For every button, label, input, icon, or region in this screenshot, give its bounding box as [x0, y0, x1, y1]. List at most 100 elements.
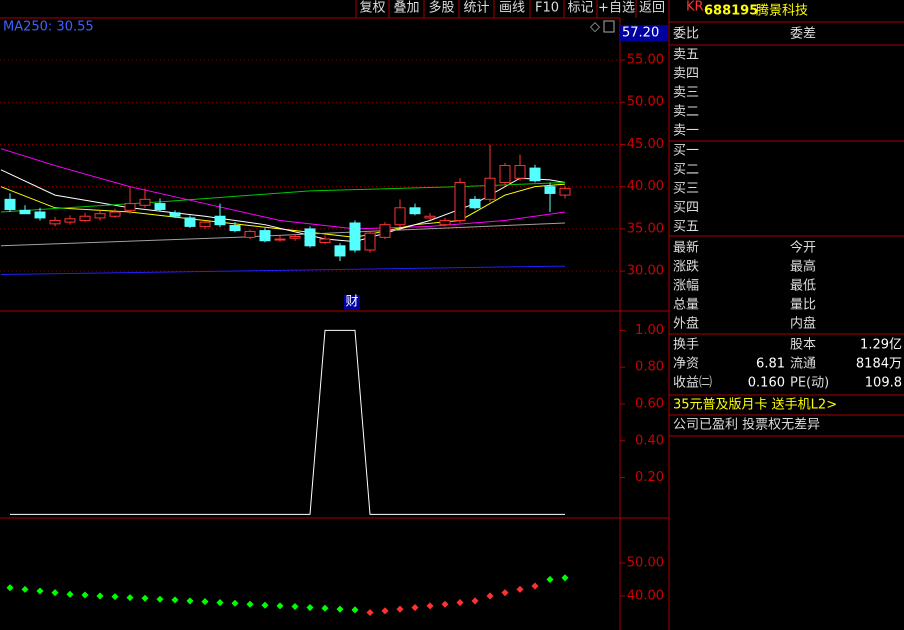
- side-text: 涨跌: [673, 259, 699, 275]
- side-text: 卖五: [673, 48, 699, 63]
- signal-dot: [96, 592, 104, 600]
- side-text: 0.160: [748, 376, 785, 391]
- candle-body: [304, 228, 316, 247]
- signal-dot: [81, 591, 89, 599]
- candle-body: [124, 203, 136, 211]
- candle-body: [514, 165, 526, 179]
- signal-dot: [141, 594, 149, 602]
- icon[interactable]: [603, 20, 615, 33]
- side-text: 卖三: [673, 86, 699, 101]
- candle-body: [424, 215, 436, 219]
- candle-body: [274, 238, 286, 241]
- signal-dot: [486, 592, 494, 600]
- signal-dot: [36, 587, 44, 595]
- y-tick-label: 0.20: [635, 470, 664, 485]
- signal-dot: [201, 598, 209, 606]
- y-tick-label: 55.00: [627, 52, 664, 67]
- candle-body: [139, 198, 151, 206]
- y-tick-label: 0.80: [635, 360, 664, 375]
- toolbar-button[interactable]: 多股: [428, 0, 454, 16]
- side-text: 卖二: [673, 105, 699, 120]
- candle-body: [34, 211, 46, 219]
- side-text: 1.29亿: [860, 338, 902, 353]
- signal-dot: [231, 599, 239, 607]
- stock-code: 688195: [704, 4, 758, 19]
- y-tick-label: 40.00: [627, 588, 664, 603]
- side-text: 8184万: [856, 357, 902, 372]
- side-text: 最低: [790, 279, 816, 294]
- signal-dot: [186, 597, 194, 605]
- side-text: 公司已盈利 投票权无差异: [673, 417, 820, 433]
- candle-body: [49, 219, 61, 225]
- candle-body: [334, 245, 346, 257]
- signal-dot: [66, 590, 74, 598]
- side-text: 净资: [673, 357, 699, 372]
- signal-dot: [456, 599, 464, 607]
- price-marker-bg: [620, 25, 668, 41]
- candle-body: [364, 232, 376, 251]
- signal-dot: [516, 585, 524, 593]
- signal-dot: [126, 594, 134, 602]
- side-text: 买一: [673, 144, 699, 159]
- side-text: 今开: [790, 240, 816, 256]
- side-text: 涨幅: [673, 279, 699, 294]
- stock-name: 腾景科技: [756, 3, 808, 19]
- y-tick-label: 0.40: [635, 433, 664, 448]
- signal-dot: [501, 589, 509, 597]
- candle-body: [394, 207, 406, 226]
- signal-dot: [261, 601, 269, 609]
- candle-body: [379, 224, 391, 238]
- toolbar-button[interactable]: 叠加: [393, 1, 419, 16]
- signal-dot: [531, 582, 539, 590]
- candle-body: [184, 217, 196, 227]
- icon[interactable]: ◇: [590, 20, 600, 35]
- toolbar-button[interactable]: F10: [535, 1, 559, 16]
- signal-dot: [6, 584, 14, 592]
- side-text: 买三: [673, 182, 699, 197]
- side-text: 6.81: [756, 357, 785, 372]
- y-tick-label: 35.00: [627, 221, 664, 236]
- side-text: 买四: [673, 201, 699, 216]
- signal-dot: [276, 602, 284, 610]
- toolbar-button[interactable]: 标记: [567, 1, 593, 16]
- side-text: 总量: [673, 298, 699, 313]
- signal-dot: [351, 606, 359, 614]
- candle-body: [199, 221, 211, 227]
- toolbar-button[interactable]: +自选: [598, 1, 635, 16]
- side-text: 股本: [790, 338, 816, 353]
- y-tick-label: 40.00: [627, 179, 664, 194]
- toolbar-button[interactable]: 返回: [639, 1, 665, 16]
- side-text: 外盘: [673, 316, 699, 332]
- toolbar-button[interactable]: 统计: [463, 1, 489, 16]
- y-tick-label: 50.00: [627, 555, 664, 570]
- signal-dot: [546, 575, 554, 583]
- y-tick-label: 30.00: [627, 264, 664, 279]
- signal-dot: [156, 595, 164, 603]
- candle-body: [454, 181, 466, 221]
- side-text: 委比: [673, 27, 699, 42]
- side-text: 买五: [673, 220, 699, 235]
- signal-dot: [171, 596, 179, 604]
- y-tick-label: 45.00: [627, 137, 664, 152]
- candle-body: [544, 186, 556, 194]
- event-marker[interactable]: 财: [345, 295, 358, 310]
- signal-dot: [291, 603, 299, 611]
- side-text[interactable]: 35元普及版月卡 送手机L2>: [673, 398, 837, 413]
- side-text: 买二: [673, 163, 699, 178]
- signal-dot: [306, 603, 314, 612]
- toolbar-button[interactable]: 复权: [359, 0, 385, 16]
- market: KR: [686, 0, 704, 15]
- signal-dot: [471, 597, 479, 605]
- toolbar-button[interactable]: 画线: [499, 1, 525, 16]
- side-text: 卖四: [673, 67, 699, 82]
- signal-dot: [321, 604, 329, 612]
- signal-dot: [216, 599, 224, 607]
- candle-body: [349, 222, 361, 251]
- ma-label: MA250: 30.55: [3, 20, 94, 35]
- candle-body: [529, 167, 541, 182]
- candle-body: [229, 225, 241, 232]
- ma-line: [0, 148, 566, 230]
- side-text: 卖一: [673, 124, 699, 139]
